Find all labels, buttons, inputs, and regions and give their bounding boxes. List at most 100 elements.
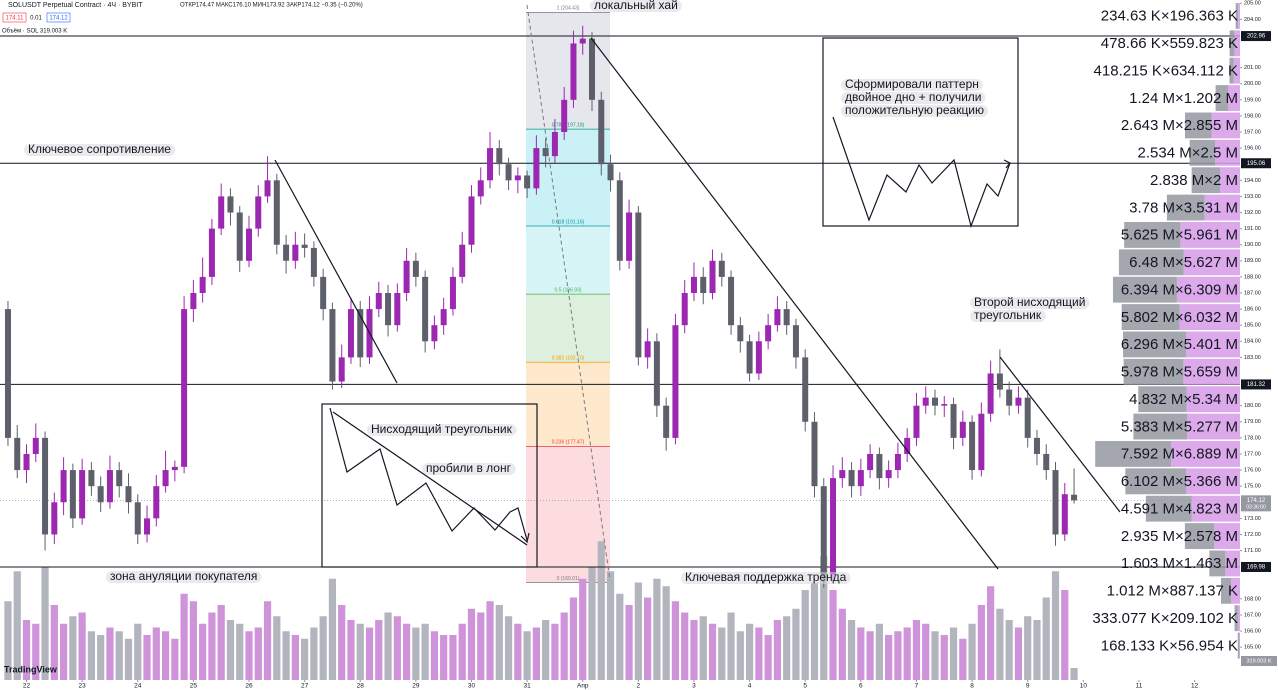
candle-body xyxy=(42,437,49,535)
y-tick-label: 183.00 xyxy=(1244,355,1261,361)
annotation-highlight xyxy=(590,0,682,12)
candle-body xyxy=(459,244,466,277)
profile-label: 2.643 M×2.855 M xyxy=(1121,117,1238,134)
profile-label: 1.012 M×887.137 K xyxy=(1107,583,1238,600)
x-tick-label: 6 xyxy=(859,683,863,690)
candle-body xyxy=(60,470,67,503)
candle-body xyxy=(69,470,76,519)
volume-bar xyxy=(745,623,754,680)
x-tick-label: 28 xyxy=(357,683,365,690)
y-tick-label: 180.00 xyxy=(1244,403,1261,409)
candle-body xyxy=(23,453,30,471)
fib-label: 0.786 (197.18) xyxy=(552,122,585,128)
candle-body xyxy=(496,148,503,165)
volume-bar xyxy=(134,623,142,680)
candle-body xyxy=(959,421,966,438)
x-tick-label: 25 xyxy=(190,683,198,690)
profile-label: 5.802 M×6.032 M xyxy=(1121,309,1238,326)
candle-body xyxy=(802,357,809,422)
volume-bar xyxy=(560,612,568,680)
fib-label: 0.382 (182.70) xyxy=(552,356,585,362)
annotation-highlight xyxy=(681,572,851,584)
candle-body xyxy=(579,38,586,44)
volume-bar xyxy=(987,586,995,680)
candle-body xyxy=(728,276,735,326)
candle-body xyxy=(125,486,132,503)
profile-sell xyxy=(1191,167,1220,194)
profile-sep: × xyxy=(1175,254,1184,271)
profile-buy-label: 3.531 M xyxy=(1184,199,1238,216)
candle-body xyxy=(663,405,670,438)
volume-bar xyxy=(226,620,235,680)
profile-sep: × xyxy=(1161,583,1170,600)
candle-body xyxy=(51,502,58,535)
volume-bar xyxy=(13,571,21,680)
profile-buy xyxy=(1187,413,1240,440)
profile-buy-label: 6.889 M xyxy=(1184,446,1238,463)
volume-bar xyxy=(199,623,207,680)
volume-box-label: 319.003 K xyxy=(1246,658,1271,664)
volume-bar xyxy=(301,638,309,680)
candle-body xyxy=(412,260,419,277)
volume-bar xyxy=(430,631,439,680)
candle-body xyxy=(542,148,549,157)
x-tick-label: 24 xyxy=(134,683,142,690)
profile-buy-label: 5.627 M xyxy=(1184,254,1238,271)
profile-sep: × xyxy=(1175,281,1184,298)
profile-buy-label: 56.954 K xyxy=(1178,637,1238,654)
x-tick-label: 12 xyxy=(1191,683,1199,690)
trend-line xyxy=(999,356,1121,513)
profile-buy xyxy=(1204,194,1240,221)
y-tick-label: 198.00 xyxy=(1244,113,1261,119)
fib-label: 0 (169.01) xyxy=(557,576,580,582)
profile-buy-label: 1.202 M xyxy=(1184,90,1238,107)
triangle-sketch xyxy=(329,407,528,541)
annotation-highlight xyxy=(841,92,986,104)
candle-body xyxy=(218,196,225,229)
profile-buy-label: 5.366 M xyxy=(1184,473,1238,490)
profile-sell-label: 5.383 M xyxy=(1121,418,1175,435)
volume-bar xyxy=(1005,620,1013,680)
y-tick-label: 173.00 xyxy=(1244,516,1261,522)
trend-line xyxy=(274,159,398,384)
candle-body xyxy=(1033,437,1040,454)
candle-body xyxy=(830,478,837,575)
profile-buy xyxy=(1237,605,1240,632)
profile-sep: × xyxy=(1175,528,1184,545)
profile-buy xyxy=(1211,112,1240,139)
profile-buy xyxy=(1186,386,1240,413)
profile-sell-label: 1.24 M xyxy=(1129,90,1175,107)
volume-bar xyxy=(866,631,874,680)
candle-body xyxy=(904,437,911,454)
annotation-highlight xyxy=(24,144,176,156)
ask: 174.12 xyxy=(49,16,68,22)
profile-sell-label: 5.625 M xyxy=(1121,227,1175,244)
annotation: Сформировали паттерн xyxy=(845,77,979,91)
candle-body xyxy=(403,260,410,293)
profile-sep: × xyxy=(1175,117,1184,134)
volume-bar xyxy=(634,582,642,680)
profile-sell xyxy=(1125,468,1187,495)
x-tick-label: 29 xyxy=(412,683,420,690)
volume-bar xyxy=(847,620,856,680)
profile-label: 6.394 M×6.309 M xyxy=(1121,281,1238,298)
candle-body xyxy=(116,470,123,487)
profile-buy xyxy=(1186,468,1240,495)
volume-bar xyxy=(356,623,364,680)
volume-bar xyxy=(523,631,531,680)
volume-bar xyxy=(671,601,680,680)
profile-sell-label: 1.603 M xyxy=(1121,555,1175,572)
profile-buy xyxy=(1185,331,1240,358)
candle-body xyxy=(283,244,290,261)
profile-buy xyxy=(1238,3,1240,29)
volume-bar xyxy=(115,631,123,680)
profile-buy-label: 634.112 K xyxy=(1171,62,1238,79)
candle-body xyxy=(820,486,827,575)
profile-sep: × xyxy=(1175,473,1184,490)
volume-bar xyxy=(50,605,58,680)
candle-body xyxy=(616,180,623,261)
candle-body xyxy=(505,164,512,181)
volume-bar xyxy=(959,638,967,680)
fib-retracement: 1 (204.43) 0.786 (197.18) 0.618 (191.16) 0.… xyxy=(526,6,610,584)
